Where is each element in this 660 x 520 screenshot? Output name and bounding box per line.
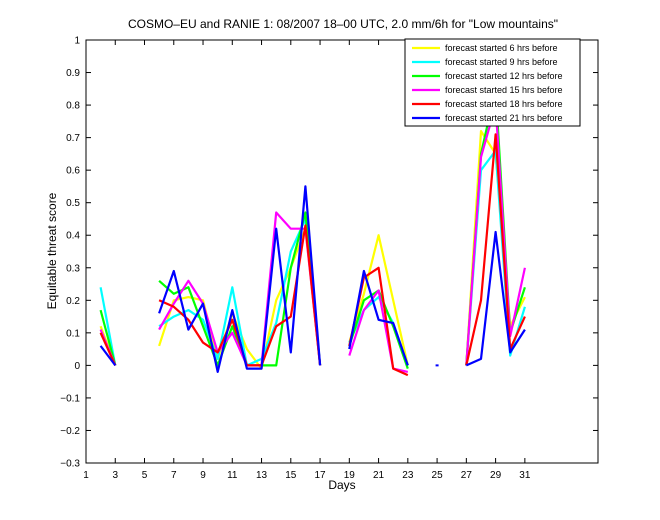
series-line-6-segment-4 xyxy=(465,230,526,367)
y-tick-label: 0.7 xyxy=(66,133,80,144)
x-tick-label: 11 xyxy=(227,470,238,481)
series-line-2-segment-2 xyxy=(158,217,322,367)
y-tick-label: 0.5 xyxy=(66,198,80,209)
series-line-6-segment-1 xyxy=(99,345,117,367)
x-tick-label: 7 xyxy=(171,470,177,481)
x-tick-label: 19 xyxy=(344,470,356,481)
series-line-5-segment-4 xyxy=(465,133,526,366)
y-tick-label: 1 xyxy=(74,36,80,47)
legend-entry: forecast started 18 hrs before xyxy=(445,99,563,109)
y-tick-label: −0.2 xyxy=(60,426,80,437)
plot-frame xyxy=(85,39,599,464)
series-lines xyxy=(99,87,526,377)
x-tick-label: 3 xyxy=(112,470,118,481)
legend-entry: forecast started 15 hrs before xyxy=(445,85,563,95)
x-tick-label: 1 xyxy=(83,470,89,481)
x-tick-label: 21 xyxy=(373,470,385,481)
x-axis-ticks: 1 3 5 7 9 11 13 15 17 19 21 23 25 27 29 31 xyxy=(83,40,531,481)
series-line-6-segment-2 xyxy=(158,185,322,373)
y-tick-label: 0.4 xyxy=(66,231,80,242)
x-tick-label: 5 xyxy=(142,470,148,481)
y-axis-label: Equitable threat score xyxy=(45,192,59,309)
legend: forecast started 6 hrs before forecast st… xyxy=(404,38,581,127)
y-tick-label: 0.1 xyxy=(66,328,80,339)
x-tick-label: 29 xyxy=(490,470,502,481)
y-tick-label: 0.6 xyxy=(66,166,80,177)
y-tick-label: 0.2 xyxy=(66,296,80,307)
y-tick-label: 0.3 xyxy=(66,263,80,274)
x-tick-label: 31 xyxy=(519,470,531,481)
x-tick-label: 23 xyxy=(402,470,414,481)
legend-entry: forecast started 6 hrs before xyxy=(445,43,558,53)
x-tick-label: 13 xyxy=(256,470,268,481)
series-line-3-segment-1 xyxy=(99,309,117,366)
x-tick-label: 9 xyxy=(200,470,206,481)
series-line-1-segment-3 xyxy=(348,234,409,366)
x-tick-label: 27 xyxy=(461,470,473,481)
legend-entry: forecast started 9 hrs before xyxy=(445,57,558,67)
x-tick-label: 15 xyxy=(285,470,297,481)
y-tick-label: 0.8 xyxy=(66,101,80,112)
chart-title: COSMO–EU and RANIE 1: 08/2007 18–00 UTC,… xyxy=(128,17,558,31)
y-tick-label: −0.3 xyxy=(60,459,80,470)
series-line-5-segment-1 xyxy=(99,332,117,366)
legend-box xyxy=(404,38,581,127)
x-tick-label: 25 xyxy=(432,470,444,481)
legend-entry: forecast started 12 hrs before xyxy=(445,71,563,81)
y-tick-label: −0.1 xyxy=(60,393,80,404)
y-axis-ticks: −0.3 −0.2 −0.1 0 0.1 0.2 0.3 0.4 0.5 0.6 0.7 0.8 0.9… xyxy=(60,36,598,470)
legend-entry: forecast started 21 hrs before xyxy=(445,113,563,123)
y-tick-label: 0 xyxy=(74,361,80,372)
series-line-4-segment-2 xyxy=(158,211,322,367)
x-axis-label: Days xyxy=(328,478,355,492)
series-line-6-segment-3 xyxy=(348,269,409,366)
y-tick-label: 0.9 xyxy=(66,68,80,79)
x-tick-label: 17 xyxy=(314,470,326,481)
